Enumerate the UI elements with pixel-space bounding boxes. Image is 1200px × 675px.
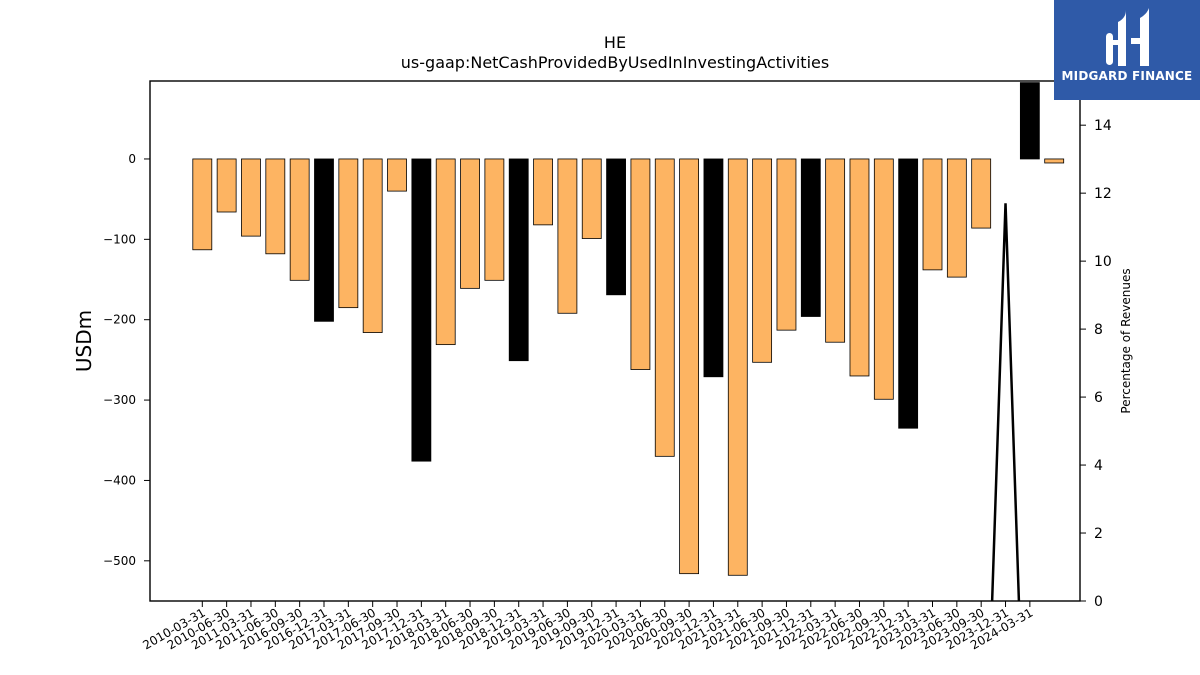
y2-tick-label: 10 bbox=[1094, 254, 1112, 270]
bar bbox=[314, 158, 334, 322]
bar bbox=[362, 158, 383, 333]
line-layer bbox=[990, 203, 1021, 602]
y2-axis: 0 2 4 6 8 10 12 14 bbox=[1080, 118, 1112, 610]
y-tick-label: −300 bbox=[103, 393, 136, 407]
bar bbox=[338, 158, 359, 309]
bar bbox=[411, 158, 432, 462]
y-axis: 0 −100 −200 −300 −400 −500 bbox=[103, 152, 150, 568]
bar bbox=[679, 158, 699, 575]
y2-tick-label: 8 bbox=[1094, 322, 1103, 338]
bar bbox=[1044, 158, 1065, 164]
x-axis: 2010-03-312010-06-302011-03-312011-06-30… bbox=[140, 601, 1035, 652]
y-tick-label: −400 bbox=[103, 473, 136, 487]
bar bbox=[533, 158, 553, 226]
bars-layer bbox=[192, 82, 1065, 576]
bar bbox=[898, 158, 919, 429]
y2-tick-label: 2 bbox=[1094, 526, 1103, 542]
bar bbox=[192, 158, 213, 251]
plot-frame bbox=[149, 80, 1081, 602]
bar bbox=[1019, 82, 1040, 160]
bar bbox=[460, 158, 480, 289]
revenue-percentage-line bbox=[990, 203, 1021, 602]
bar bbox=[265, 158, 286, 255]
bar bbox=[581, 158, 602, 239]
bar bbox=[825, 158, 846, 343]
midgard-finance-logo: MIDGARD FINANCE bbox=[1054, 0, 1200, 100]
bar bbox=[557, 158, 578, 314]
y-tick-label: −100 bbox=[103, 232, 136, 246]
bar bbox=[946, 158, 967, 278]
y2-tick-label: 6 bbox=[1094, 390, 1103, 406]
y2-tick-label: 4 bbox=[1094, 458, 1103, 474]
y-axis-label: USDm bbox=[72, 310, 96, 372]
bar bbox=[971, 158, 992, 229]
y2-tick-label: 14 bbox=[1094, 118, 1112, 134]
y-tick-label: −200 bbox=[103, 313, 136, 327]
chart-subtitle: us-gaap:NetCashProvidedByUsedInInvesting… bbox=[401, 53, 829, 72]
y2-tick-label: 12 bbox=[1094, 186, 1112, 202]
y-tick-label: 0 bbox=[128, 152, 136, 166]
bar bbox=[508, 158, 529, 362]
y2-axis-label: Percentage of Revenues bbox=[1119, 268, 1133, 413]
bar bbox=[289, 158, 310, 281]
logo-text: MIDGARD FINANCE bbox=[1061, 69, 1193, 83]
bar bbox=[435, 158, 456, 346]
bar bbox=[752, 158, 773, 363]
bar bbox=[630, 158, 651, 370]
chart-title: HE bbox=[604, 33, 626, 52]
bar bbox=[873, 158, 894, 400]
bar bbox=[776, 158, 797, 331]
y2-tick-label: 0 bbox=[1094, 594, 1103, 610]
bar bbox=[387, 158, 407, 192]
bar bbox=[703, 158, 724, 378]
bar bbox=[606, 158, 626, 296]
bar bbox=[727, 158, 748, 576]
bar bbox=[241, 158, 261, 237]
bar bbox=[654, 158, 675, 457]
bar bbox=[800, 158, 821, 317]
y-tick-label: −500 bbox=[103, 554, 136, 568]
bar bbox=[484, 158, 505, 281]
bar bbox=[922, 158, 943, 271]
bar bbox=[849, 158, 870, 377]
midgard-logo-icon bbox=[1106, 8, 1149, 66]
bar bbox=[216, 158, 237, 213]
